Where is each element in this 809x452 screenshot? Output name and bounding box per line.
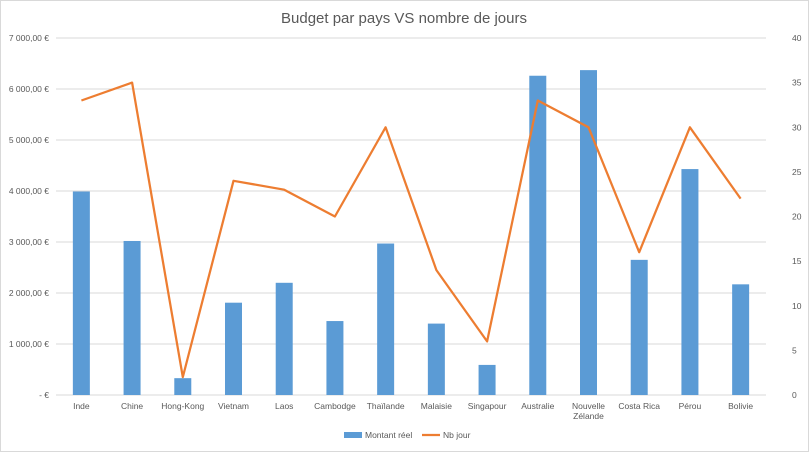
x-axis: Inde Chine Hong-Kong Vietnam Laos Cambodge Tha…	[73, 401, 753, 421]
y-left-tick-label: 4 000,00 €	[9, 186, 49, 196]
y-right-tick-label: 40	[792, 33, 802, 43]
x-tick-label: Thaïlande	[367, 401, 405, 411]
legend: Montant réel Nb jour	[344, 430, 471, 440]
y-left-tick-label: 3 000,00 €	[9, 237, 49, 247]
bar-1	[123, 240, 141, 395]
y-left-tick-label: 7 000,00 €	[9, 33, 49, 43]
y-left-tick-label: 1 000,00 €	[9, 339, 49, 349]
y-right-tick-label: 15	[792, 256, 802, 266]
x-tick-label: Bolivie	[728, 401, 753, 411]
bar-12	[681, 169, 699, 395]
bar-series-montant-reel	[72, 70, 750, 396]
y-left-tick-label: 5 000,00 €	[9, 135, 49, 145]
y-left-tick-label: - €	[39, 390, 49, 400]
y-right-tick-label: 0	[792, 390, 797, 400]
x-tick-label: Vietnam	[218, 401, 249, 411]
x-tick-label: Zélande	[573, 411, 604, 421]
x-tick-label: Inde	[73, 401, 90, 411]
bar-9	[529, 75, 547, 396]
legend-swatch-montant-reel	[344, 432, 362, 438]
x-tick-label: Costa Rica	[618, 401, 660, 411]
legend-label-nb-jour: Nb jour	[443, 430, 471, 440]
y-right-tick-label: 35	[792, 78, 802, 88]
legend-label-montant-reel: Montant réel	[365, 430, 412, 440]
x-tick-label: Australie	[521, 401, 554, 411]
bar-11	[630, 259, 648, 395]
y-right-tick-label: 20	[792, 212, 802, 222]
bar-2	[174, 378, 192, 395]
chart-title: Budget par pays VS nombre de jours	[281, 10, 527, 27]
y-right-tick-label: 10	[792, 301, 802, 311]
bar-7	[427, 323, 445, 395]
nb-jour-line	[81, 81, 742, 379]
bar-10	[580, 70, 597, 395]
y-right-tick-label: 30	[792, 122, 802, 132]
y-right-tick-label: 5	[792, 345, 797, 355]
y-left-tick-label: 6 000,00 €	[9, 84, 49, 94]
line-series-nb-jour	[81, 81, 742, 379]
bar-8	[478, 364, 496, 395]
bar-3	[225, 302, 242, 395]
x-tick-label: Nouvelle	[572, 401, 605, 411]
x-tick-label: Singapour	[468, 401, 507, 411]
x-tick-label: Pérou	[679, 401, 702, 411]
bar-13	[732, 284, 750, 395]
x-tick-label: Cambodge	[314, 401, 356, 411]
right-y-axis: 0 5 10 15 20 25 30 35 40	[792, 33, 802, 400]
x-tick-label: Laos	[275, 401, 293, 411]
x-tick-label: Hong-Kong	[161, 401, 204, 411]
gridlines	[56, 37, 766, 396]
x-tick-label: Malaisie	[421, 401, 452, 411]
bar-0	[72, 191, 90, 395]
y-right-tick-label: 25	[792, 167, 802, 177]
x-tick-label: Chine	[121, 401, 143, 411]
bar-5	[326, 321, 344, 395]
y-left-tick-label: 2 000,00 €	[9, 288, 49, 298]
left-y-axis: - € 1 000,00 € 2 000,00 € 3 000,00 € 4 000,0…	[9, 33, 49, 400]
bar-6	[377, 243, 395, 395]
bar-4	[275, 282, 293, 395]
